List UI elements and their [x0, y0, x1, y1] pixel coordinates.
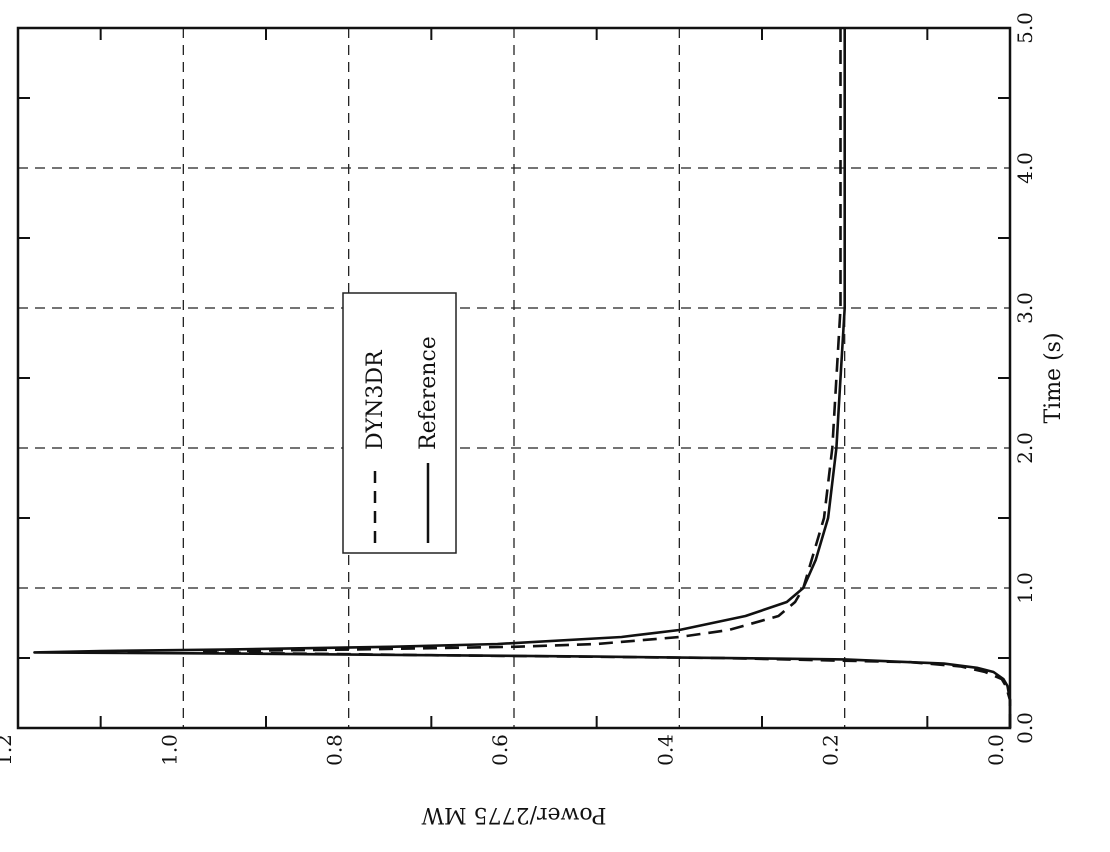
- x-tick-label: 2.0: [1013, 432, 1037, 464]
- x-tick-label: 4.0: [1013, 152, 1037, 184]
- x-tick-label: 0.0: [1013, 712, 1037, 744]
- y-tick-label: 1.2: [0, 734, 16, 766]
- x-tick-label: 3.0: [1013, 292, 1037, 324]
- series-line-dyn3dr: [198, 28, 1012, 728]
- series-line-reference: [33, 28, 1012, 728]
- y-tick-label: 0.4: [653, 734, 677, 766]
- y-tick-label: 1.0: [157, 734, 181, 766]
- legend: DYN3DR Reference: [342, 292, 457, 554]
- y-axis-label: Power/2775 MW: [421, 802, 606, 827]
- x-axis-label: Time (s): [1041, 332, 1066, 423]
- y-tick-label: 0.8: [323, 734, 347, 766]
- y-tick-label: 0.0: [984, 734, 1008, 766]
- tick-marks: [18, 28, 1010, 728]
- tick-labels: 0.0 1.0 2.0 3.0 4.0 5.0 0.0 0.2 0.4 0.6 0.8 1.0 1.2: [0, 12, 1037, 766]
- legend-box: [342, 292, 457, 554]
- series-lines: [33, 28, 1012, 728]
- legend-label-reference: Reference: [416, 336, 441, 450]
- y-tick-label: 0.6: [488, 734, 512, 766]
- x-tick-label: 5.0: [1013, 12, 1037, 44]
- x-tick-label: 1.0: [1013, 572, 1037, 604]
- y-tick-label: 0.2: [819, 734, 843, 766]
- legend-label-dyn3dr: DYN3DR: [363, 349, 388, 450]
- plot-frame: [16, 26, 1012, 730]
